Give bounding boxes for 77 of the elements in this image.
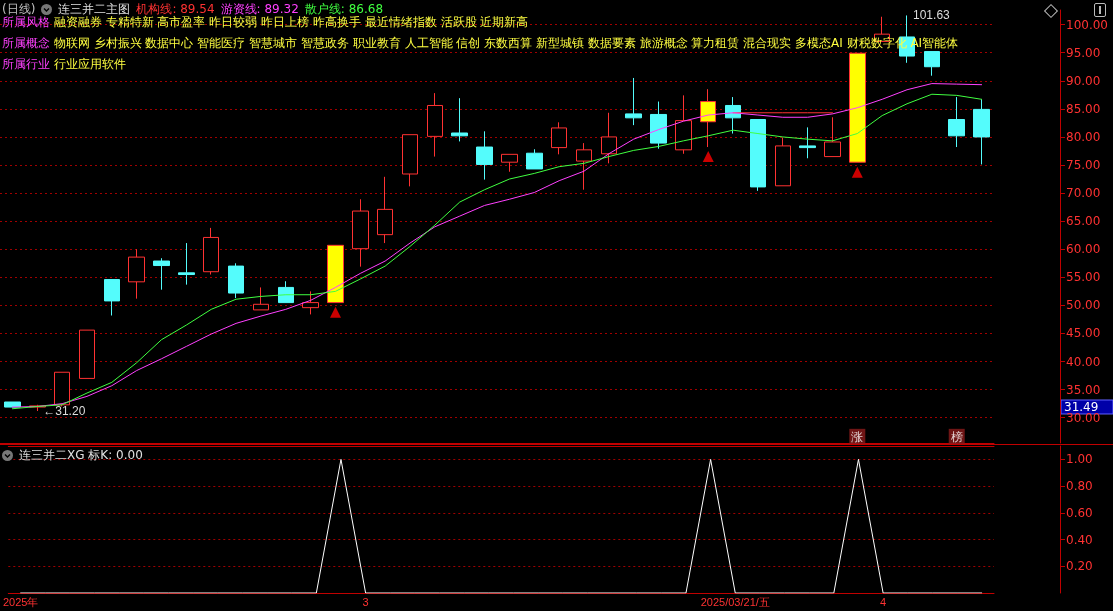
y-tick-label: 45.00 [1066, 326, 1101, 341]
point [851, 166, 863, 178]
candlestick [775, 136, 791, 187]
x-tick-label: 3 [362, 595, 369, 608]
point [329, 306, 341, 318]
y-tick-label: 60.00 [1066, 242, 1101, 257]
candlestick [973, 98, 990, 165]
y-tick-label: 75.00 [1066, 158, 1101, 172]
candlestick [476, 130, 493, 181]
data-label: 涨 [851, 429, 864, 444]
candlestick [302, 290, 319, 315]
candlestick [526, 148, 543, 170]
candlestick [402, 134, 418, 187]
candlestick [948, 96, 965, 148]
annotation: 101.63 [913, 8, 951, 23]
candlestick [501, 153, 518, 173]
annotation: 所属行业 [2, 57, 50, 71]
candlestick [253, 286, 269, 311]
candlestick [576, 142, 592, 191]
candlestick [799, 126, 816, 159]
x-tick-label: 2025/03/21/五 [700, 595, 770, 608]
candlestick [4, 401, 21, 408]
candlestick [924, 51, 940, 77]
annotation: 所属风格 [2, 15, 50, 29]
text: 机构线: 89.54 [136, 1, 215, 16]
y-tick-label: 90.00 [1066, 73, 1101, 88]
candlestick [178, 242, 195, 286]
annotation: 融资融券 专精特新 高市盈率 昨日较弱 昨日上榜 昨高换手 最近情绪指数 活跃股 近期新高 [52, 15, 529, 29]
candlestick [352, 198, 369, 268]
candlestick [750, 119, 766, 192]
y-tick-label: 50.00 [1066, 298, 1101, 313]
y-tick-label: 85.00 [1066, 101, 1101, 116]
point [702, 151, 714, 163]
y-tick-label: 95.00 [1066, 45, 1101, 60]
candlestick [675, 94, 692, 155]
candlestick [451, 97, 468, 142]
x-tick-label: 2025年 [2, 595, 39, 608]
annotation: 行业应用软件 [52, 57, 126, 71]
chart-subtitle: (日线) [2, 1, 36, 16]
candlestick [104, 279, 120, 317]
candlestick [377, 176, 393, 244]
candlestick [327, 244, 344, 304]
y-tick-label: 100.00 [1066, 17, 1108, 32]
candlestick [153, 257, 170, 291]
candlestick [128, 248, 145, 300]
candlestick [203, 227, 219, 276]
x-tick-label: 4 [880, 595, 887, 608]
y-tick-label: 80.00 [1066, 129, 1101, 144]
candlestick [625, 77, 642, 126]
candlestick [849, 52, 866, 163]
data-label: 榜 [950, 429, 963, 444]
candlestick [824, 116, 841, 158]
y-tick-label: 65.00 [1066, 214, 1101, 229]
y-tick-label: 70.00 [1066, 186, 1101, 201]
candlestick [601, 112, 617, 164]
candlestick [700, 88, 716, 148]
candlestick [228, 262, 244, 299]
y-tick-label: 35.00 [1066, 382, 1101, 397]
annotation: 所属概念 [2, 36, 50, 50]
candlestick [650, 101, 667, 150]
y-tick-label: 40.00 [1066, 354, 1101, 369]
chart-title: 连三并二主图 [58, 1, 131, 16]
text: 散户线: 86.68 [304, 1, 384, 16]
candlestick [79, 329, 95, 379]
candlestick [54, 371, 70, 407]
y-tick-label: 55.00 [1066, 270, 1101, 285]
candlestick [551, 121, 567, 155]
text: 游资线: 89.32 [220, 1, 299, 16]
chart-title: 连三并二XG 标K: 0.00 [19, 447, 143, 464]
y-tick-label: 0.80 [1066, 479, 1093, 494]
annotation: ←31.20 [43, 403, 86, 418]
y-tick-label: 0.20 [1066, 559, 1093, 574]
y-tick-label: 0.60 [1066, 505, 1093, 520]
y-tick-label: 1.00 [1066, 452, 1093, 467]
candlestick [427, 92, 443, 158]
candlestick [278, 280, 294, 304]
y-tick-label: 0.40 [1066, 532, 1093, 547]
